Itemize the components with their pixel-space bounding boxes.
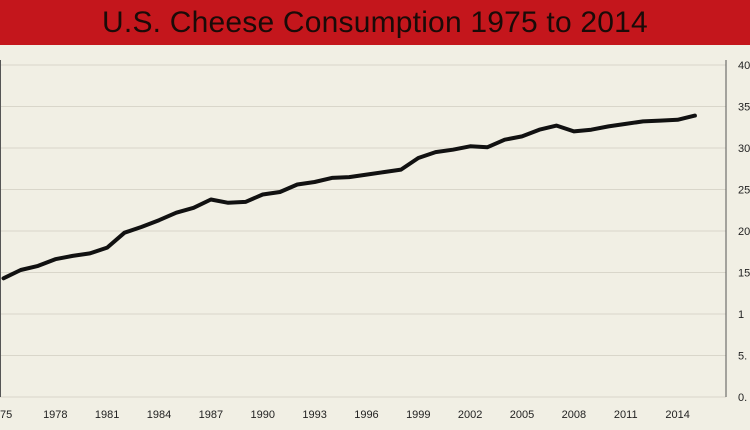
x-tick-label-1996: 1996 bbox=[354, 409, 378, 421]
x-tick-label-2014: 2014 bbox=[665, 409, 689, 421]
y-tick-label-5: 5. bbox=[738, 351, 747, 363]
y-tick-label-20: 20 bbox=[738, 226, 750, 238]
title-bar: U.S. Cheese Consumption 1975 to 2014 bbox=[0, 0, 750, 45]
y-tick-label-25: 25 bbox=[738, 185, 750, 197]
series-line-cheese-consumption bbox=[1, 113, 697, 281]
y-tick-label-40: 40 bbox=[738, 60, 750, 72]
y-tick-label-30: 30 bbox=[738, 143, 750, 155]
x-tick-label-1981: 1981 bbox=[95, 409, 119, 421]
y-tick-label-35: 35 bbox=[738, 102, 750, 114]
x-tick-label-1987: 1987 bbox=[199, 409, 223, 421]
x-tick-label-1993: 1993 bbox=[302, 409, 326, 421]
x-tick-label-2008: 2008 bbox=[562, 409, 586, 421]
x-tick-label-1978: 1978 bbox=[43, 409, 67, 421]
x-tick-label-1984: 1984 bbox=[147, 409, 171, 421]
chart-title: U.S. Cheese Consumption 1975 to 2014 bbox=[102, 5, 648, 39]
y-tick-label-0: 0. bbox=[738, 392, 747, 404]
x-tick-label-2002: 2002 bbox=[458, 409, 482, 421]
x-tick-label-2005: 2005 bbox=[510, 409, 534, 421]
x-tick-label-1990: 1990 bbox=[251, 409, 275, 421]
x-tick-label-1999: 1999 bbox=[406, 409, 430, 421]
x-tick-label-2011: 2011 bbox=[614, 409, 638, 421]
x-tick-label-1975: 75 bbox=[0, 409, 12, 421]
y-tick-label-10: 1 bbox=[738, 309, 744, 321]
y-tick-label-15: 15 bbox=[738, 268, 750, 280]
